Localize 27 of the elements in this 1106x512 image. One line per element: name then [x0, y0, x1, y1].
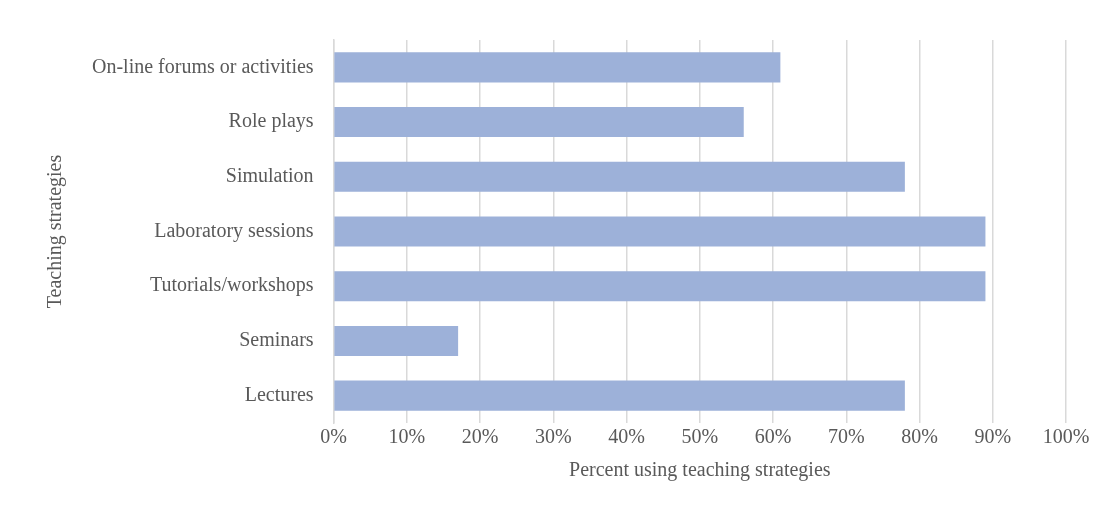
x-tick-label: 50%: [681, 425, 719, 448]
bar: [334, 107, 744, 138]
x-tick-label: 30%: [534, 425, 572, 448]
x-axis-title: Percent using teaching strategies: [569, 458, 831, 482]
x-tick-label: 10%: [388, 425, 426, 448]
y-tick-label: Tutorials/workshops: [149, 273, 314, 297]
x-tick-label: 40%: [608, 425, 645, 448]
bar: [334, 271, 986, 302]
y-axis-title: Teaching strategies: [43, 154, 67, 309]
x-tick-label: 90%: [974, 425, 1012, 448]
y-tick-label: Seminars: [239, 328, 314, 351]
x-tick-label: 70%: [827, 425, 865, 448]
bar: [334, 52, 781, 83]
y-tick-label: Lectures: [244, 382, 314, 405]
bar: [334, 380, 905, 411]
y-tick-label: Laboratory sessions: [154, 218, 314, 242]
x-tick-label: 100%: [1042, 425, 1090, 448]
y-tick-label: Simulation: [225, 164, 314, 187]
y-tick-label: On-line forums or activities: [91, 54, 314, 77]
bar: [334, 216, 986, 247]
x-tick-label: 20%: [461, 425, 499, 448]
bar: [334, 325, 459, 356]
x-tick-label: 60%: [754, 425, 792, 448]
y-tick-label: Role plays: [228, 109, 314, 133]
bar: [334, 161, 905, 192]
x-tick-label: 80%: [901, 425, 938, 448]
x-tick-label: 0%: [320, 425, 347, 448]
